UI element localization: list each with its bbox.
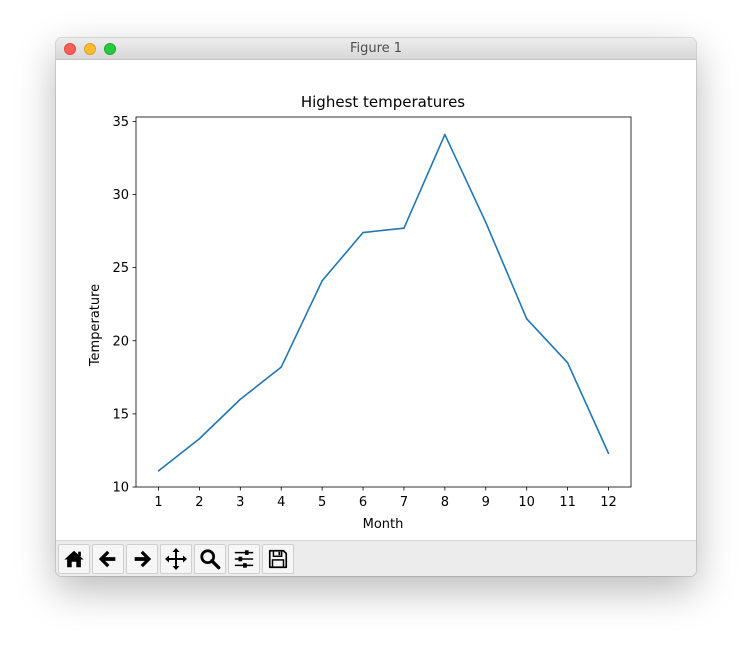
close-window-button[interactable] <box>64 43 76 55</box>
chart-title: Highest temperatures <box>301 93 465 111</box>
back-button[interactable] <box>92 544 124 574</box>
x-tick-label: 12 <box>600 495 617 510</box>
x-tick-label: 10 <box>518 495 535 510</box>
data-point <box>362 231 364 234</box>
data-point <box>607 452 610 455</box>
data-point <box>157 470 160 472</box>
series-area <box>157 133 610 472</box>
minimize-window-button[interactable] <box>84 43 96 55</box>
back-arrow-icon <box>98 550 116 568</box>
x-tick-label: 1 <box>154 495 162 510</box>
y-tick-label: 30 <box>112 188 129 203</box>
y-axis-ticks: 10 15 20 25 30 35 <box>112 115 136 496</box>
data-point <box>525 318 528 320</box>
pan-button[interactable] <box>160 544 192 574</box>
configure-subplots-button[interactable] <box>228 544 260 574</box>
figure-window: Figure 1 Highest temperatures 10 15 20 25 30… <box>56 38 696 576</box>
y-tick-label: 10 <box>112 481 129 496</box>
x-tick-label: 11 <box>559 495 576 510</box>
x-tick-label: 9 <box>482 495 490 510</box>
x-tick-label: 4 <box>277 495 285 510</box>
data-point <box>444 133 446 136</box>
x-axis-ticks: 1 2 3 4 5 6 7 8 9 10 11 12 <box>154 487 617 510</box>
x-tick-label: 8 <box>441 495 449 510</box>
x-tick-label: 3 <box>236 495 244 510</box>
data-point <box>198 437 201 440</box>
x-tick-label: 6 <box>359 495 367 510</box>
pan-move-icon <box>165 548 187 570</box>
navigation-toolbar <box>56 540 696 576</box>
title-bar: Figure 1 <box>56 38 696 60</box>
y-axis-label: Temperature <box>88 284 103 367</box>
x-tick-label: 5 <box>318 495 326 510</box>
window-title: Figure 1 <box>349 41 403 56</box>
data-point <box>280 366 283 368</box>
y-tick-label: 20 <box>112 334 129 349</box>
zoom-button[interactable] <box>194 544 226 574</box>
y-tick-label: 25 <box>112 261 129 276</box>
forward-button[interactable] <box>126 544 158 574</box>
data-point <box>566 361 569 364</box>
save-floppy-icon <box>268 549 288 569</box>
zoom-window-button[interactable] <box>104 43 116 55</box>
home-icon <box>64 550 84 568</box>
x-tick-label: 2 <box>195 495 203 510</box>
data-point <box>239 398 242 401</box>
zoom-magnifier-icon <box>200 549 221 570</box>
forward-arrow-icon <box>134 550 152 568</box>
y-tick-label: 15 <box>112 407 129 422</box>
data-point <box>403 227 405 229</box>
home-button[interactable] <box>58 544 90 574</box>
y-tick-label: 35 <box>112 115 129 130</box>
temperature-series-line <box>158 133 610 472</box>
save-button[interactable] <box>262 544 294 574</box>
subplots-sliders-icon <box>234 550 254 568</box>
data-point <box>484 221 487 224</box>
x-tick-label: 7 <box>400 495 408 510</box>
x-axis-label: Month <box>363 517 404 532</box>
data-point <box>321 279 323 282</box>
axes-frame <box>135 116 632 488</box>
